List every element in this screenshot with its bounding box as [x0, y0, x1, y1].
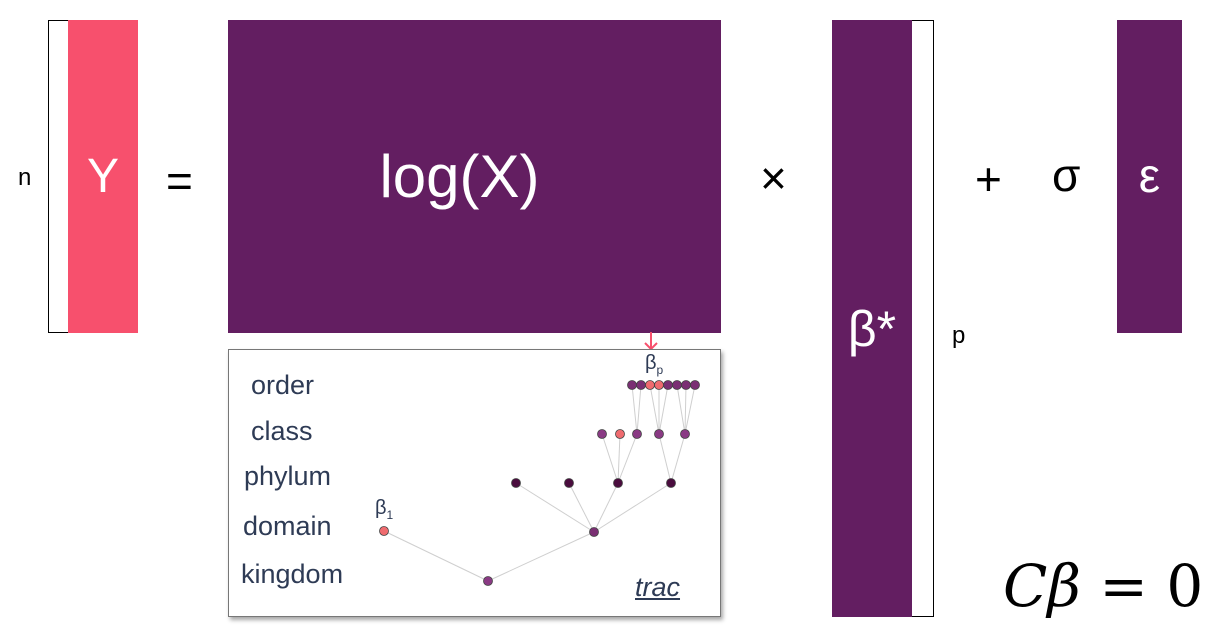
beta1-label: β1: [375, 497, 393, 522]
tree-edge: [487, 531, 595, 582]
tree-node-class: [654, 429, 664, 439]
tree-edges: [383, 384, 696, 582]
tree-edge: [383, 530, 489, 582]
level-label-kingdom: kingdom: [241, 559, 344, 589]
tree-node-class: [597, 429, 607, 439]
betap-label: βp: [645, 352, 663, 377]
tree-node-class: [632, 429, 642, 439]
betap-subscript: p: [656, 363, 664, 377]
tree-nodes: [379, 380, 700, 586]
tree-node-order: [681, 380, 691, 390]
plus-sign: +: [975, 153, 1002, 205]
constraint-rest: = 0: [1080, 552, 1204, 620]
tree-node-order: [627, 380, 637, 390]
tree-edge: [658, 384, 669, 435]
trac-label: trac: [635, 572, 681, 602]
epsilon-vector: ε: [1117, 20, 1182, 333]
tree-edge: [631, 384, 638, 435]
level-label-phylum: phylum: [244, 461, 332, 491]
tree-node-order: [672, 380, 682, 390]
equals-sign: =: [166, 155, 193, 207]
tree-node-beta1: [379, 526, 389, 536]
beta1-subscript: 1: [386, 508, 394, 522]
tree-node-phylum: [666, 478, 676, 488]
tree-edge: [649, 384, 660, 435]
tree-node-phylum: [613, 478, 623, 488]
beta-vector: β*: [832, 20, 912, 617]
tree-edge: [684, 384, 696, 435]
tree-node-class: [615, 429, 625, 439]
tree-edge: [676, 384, 686, 435]
times-sign: ×: [760, 152, 787, 204]
tree-edge: [568, 482, 595, 533]
tree-edge: [593, 482, 672, 533]
tree-node-order: [645, 380, 655, 390]
tree-node-domain: [589, 527, 599, 537]
tree-edge: [617, 433, 621, 484]
tree-node-kingdom: [483, 576, 493, 586]
p-dimension-label: p: [952, 322, 966, 349]
betap-symbol: β: [645, 352, 657, 374]
n-dimension-label: n: [18, 164, 32, 191]
tree-edge: [617, 433, 638, 484]
tree-edge: [684, 384, 687, 435]
tree-edge: [670, 433, 686, 484]
logx-matrix: log(X): [228, 20, 721, 333]
level-label-class: class: [251, 416, 313, 446]
sigma-symbol: σ: [1052, 149, 1081, 201]
tree-edge: [515, 482, 595, 533]
tree-node-order: [654, 380, 664, 390]
y-label: Y: [86, 150, 119, 203]
level-label-order: order: [251, 370, 315, 400]
tree-node-order: [663, 380, 673, 390]
y-vector: Y: [68, 20, 138, 333]
beta-star-label: β*: [847, 300, 897, 357]
level-label-domain: domain: [243, 511, 332, 541]
tree-edge: [593, 482, 619, 533]
tree-edge: [636, 384, 642, 435]
tree-node-phylum: [511, 478, 521, 488]
tree-node-order: [636, 380, 646, 390]
constraint-c: C: [1003, 552, 1048, 620]
tree-node-order: [690, 380, 700, 390]
tree-node-phylum: [564, 478, 574, 488]
taxonomy-tree-panel: [228, 349, 721, 617]
tree-edge: [601, 433, 619, 484]
logx-label: log(X): [379, 143, 540, 210]
constraint-beta: β: [1047, 552, 1081, 620]
beta1-symbol: β: [375, 497, 387, 519]
constraint-equation: Cβ = 0: [1003, 552, 1203, 620]
tree-edge: [658, 433, 672, 484]
tree-node-class: [680, 429, 690, 439]
epsilon-label: ε: [1138, 150, 1161, 203]
